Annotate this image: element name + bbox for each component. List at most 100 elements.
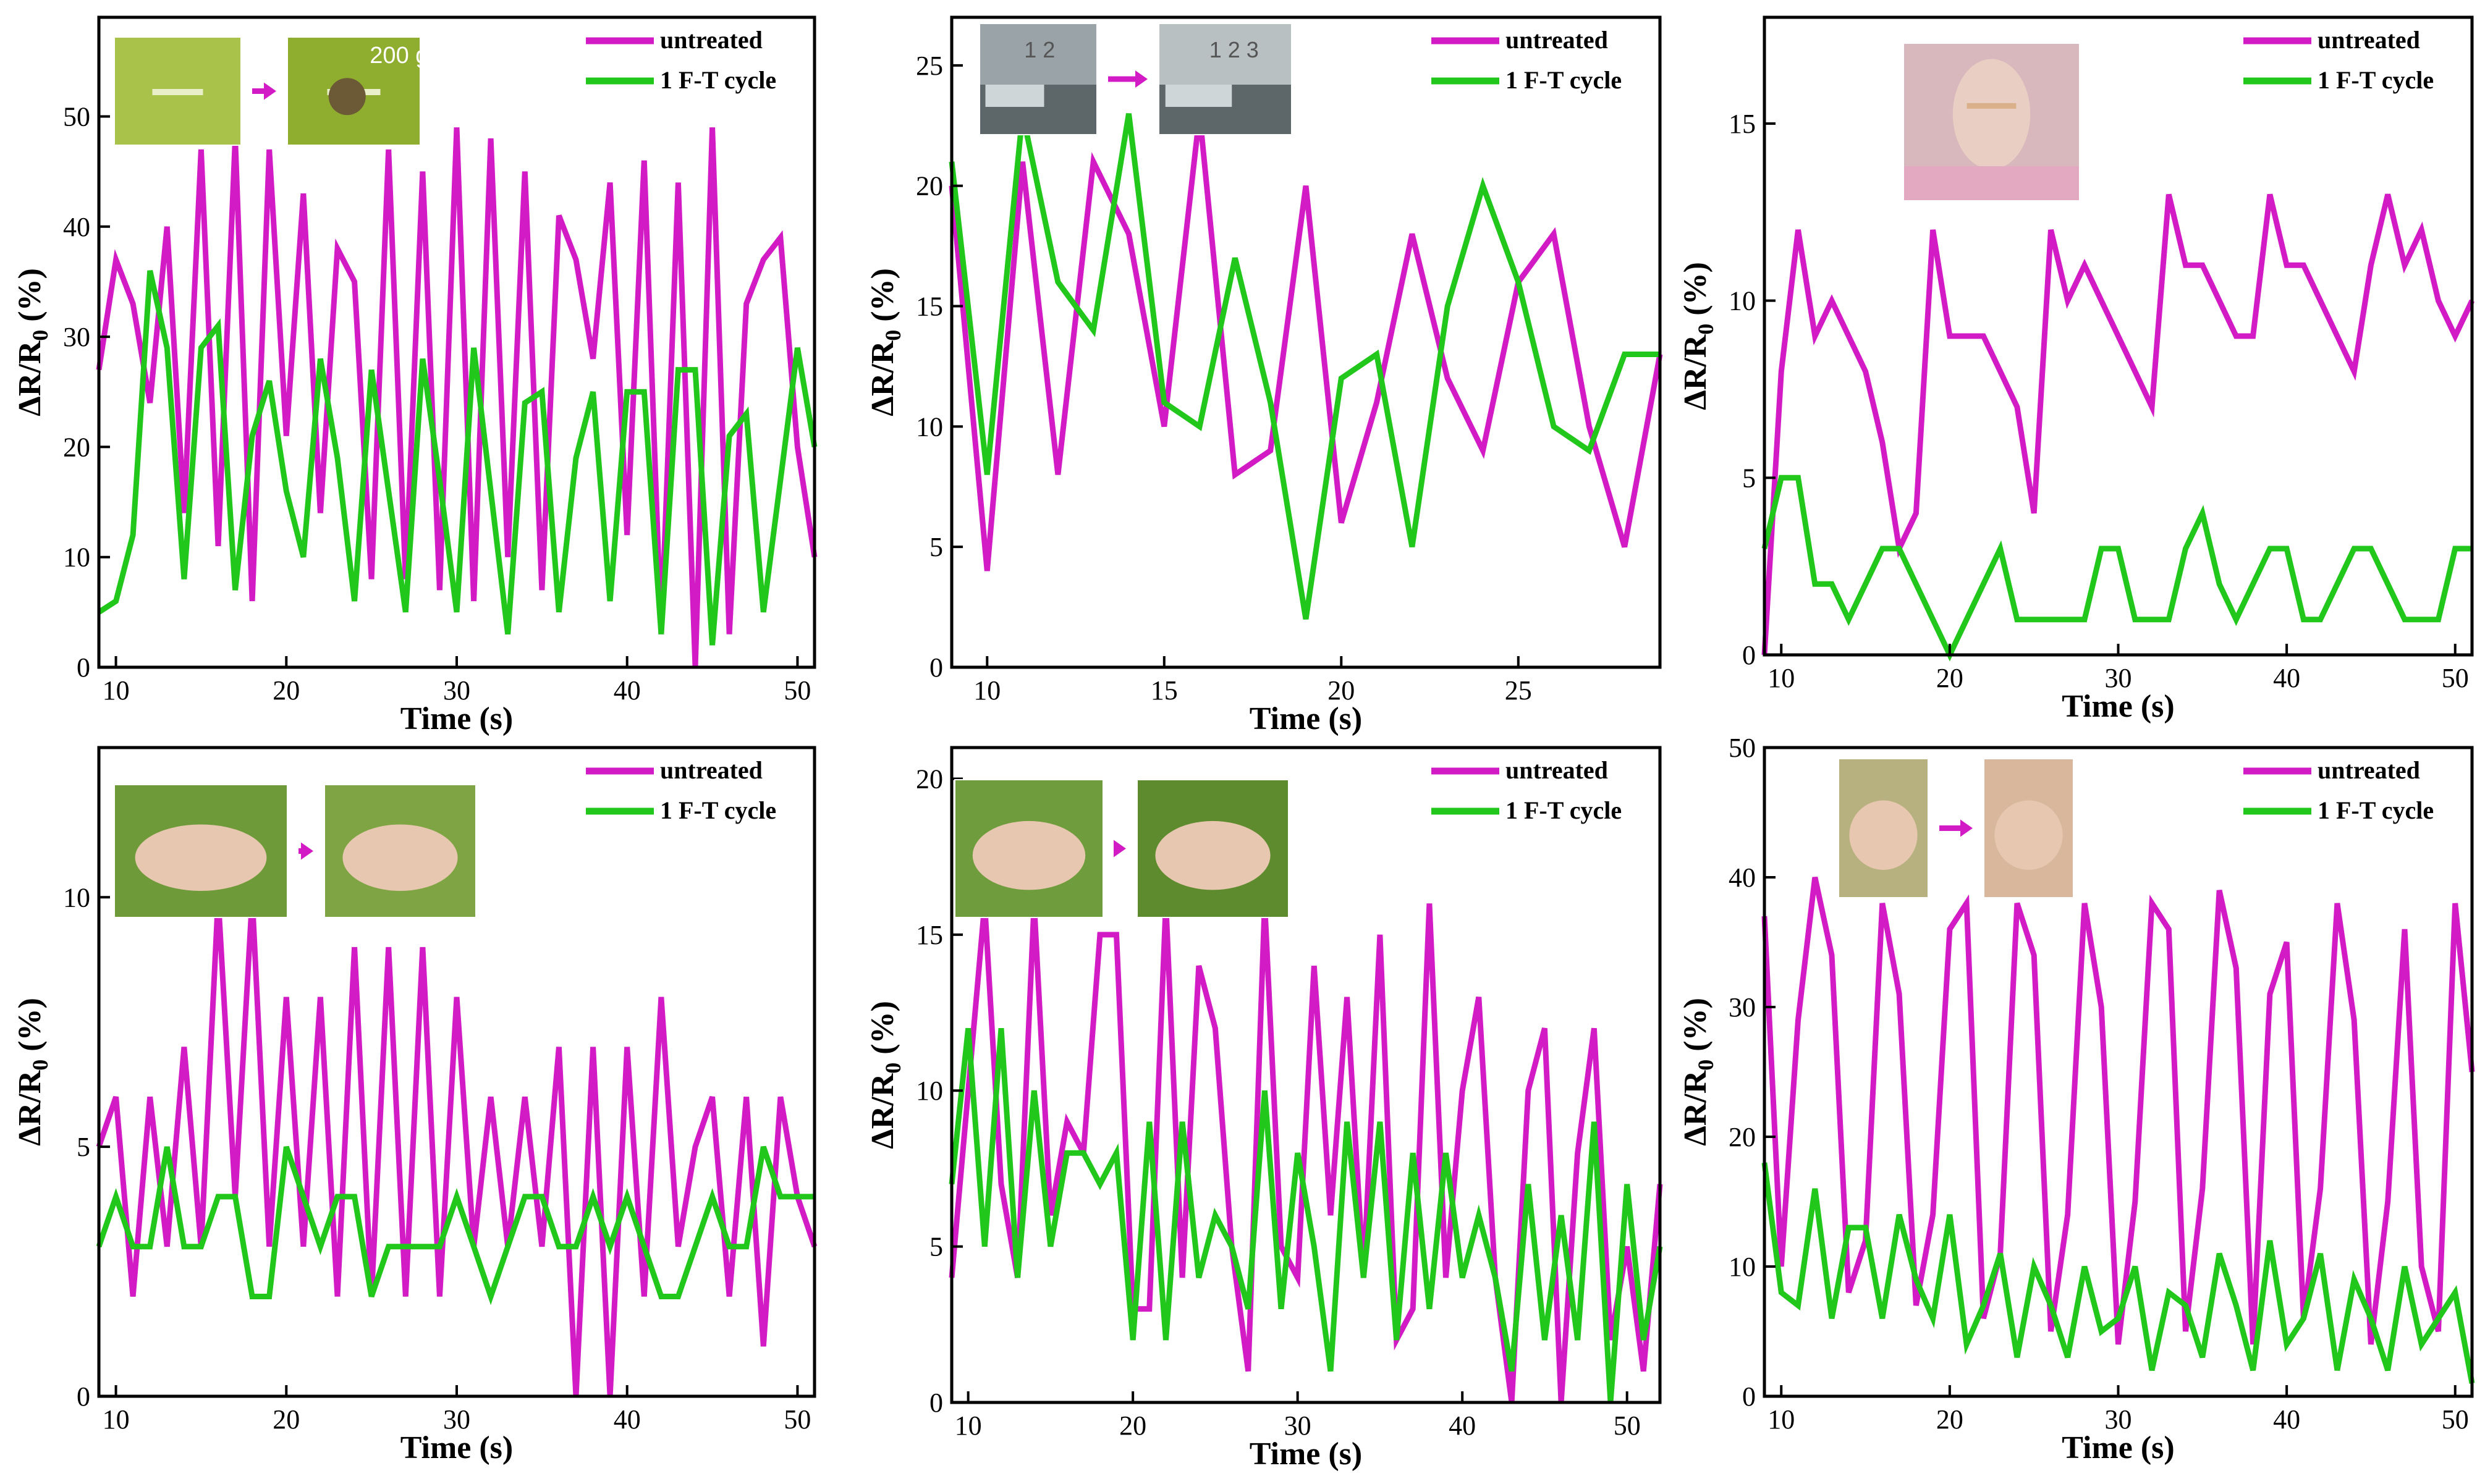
y-tick-label: 50 — [63, 101, 90, 132]
legend-label-untreated: untreated — [2318, 26, 2420, 54]
sensor-strip — [1966, 103, 2017, 109]
legend-label-ft-cycle: 1 F-T cycle — [2318, 66, 2434, 94]
weight-label: 200 g — [370, 43, 428, 69]
inset-photo: 1 2 3 — [1158, 23, 1292, 135]
x-tick-label: 20 — [1327, 675, 1355, 706]
y-tick-label: 20 — [1729, 1122, 1756, 1152]
legend-label-ft-cycle: 1 F-T cycle — [660, 796, 776, 824]
y-axis-label: ΔR/R0 (%) — [12, 268, 53, 416]
series-line-ft-cycle — [97, 270, 818, 646]
y-axis-label-main: ΔR/R — [865, 340, 900, 416]
y-axis-label-unit: (%) — [865, 1001, 900, 1063]
x-tick-label: 10 — [1767, 1404, 1795, 1435]
arrow-head — [264, 82, 276, 100]
series-line-untreated — [949, 113, 1663, 571]
inset-photo — [114, 784, 288, 918]
x-tick-label: 30 — [443, 675, 470, 706]
series-line-untreated — [1761, 877, 2475, 1345]
legend-label-untreated: untreated — [1505, 756, 1608, 784]
fixture-marks: 1 2 — [1024, 37, 1055, 62]
legend-label-untreated: untreated — [660, 26, 763, 54]
inset-photo — [954, 779, 1104, 918]
y-tick-label: 15 — [1729, 109, 1756, 139]
x-tick-label: 40 — [2273, 1404, 2300, 1435]
y-tick-label: 5 — [77, 1132, 90, 1162]
arrow-head — [301, 842, 313, 860]
limb-shape — [1155, 820, 1271, 890]
y-axis-label-main: ΔR/R — [1678, 1069, 1713, 1146]
y-tick-label: 5 — [929, 1232, 943, 1262]
y-tick-label: 20 — [916, 171, 943, 201]
inset-photo — [1983, 758, 2074, 898]
inset-photo-border — [114, 784, 288, 918]
legend-label-ft-cycle: 1 F-T cycle — [1505, 66, 1622, 94]
y-axis-label-subscript: 0 — [881, 330, 905, 341]
y-tick-label: 5 — [929, 532, 943, 562]
x-tick-label: 25 — [1505, 675, 1532, 706]
y-tick-label: 10 — [916, 411, 943, 442]
inset-photo — [1137, 779, 1289, 918]
legend-label-ft-cycle: 1 F-T cycle — [2318, 796, 2434, 824]
y-tick-label: 5 — [1742, 463, 1756, 493]
y-tick-label: 0 — [1742, 640, 1756, 670]
x-tick-label: 10 — [103, 675, 130, 706]
limb-shape — [135, 824, 267, 891]
y-axis-label-unit: (%) — [12, 268, 48, 330]
plot-frame — [950, 15, 1662, 669]
inset-photo-border — [287, 36, 421, 146]
x-tick-label: 40 — [1449, 1410, 1476, 1441]
legend-label-ft-cycle: 1 F-T cycle — [660, 66, 776, 94]
inset-photo: 1 2 — [979, 23, 1098, 135]
limb-shape — [1849, 800, 1918, 870]
y-axis-label-unit: (%) — [1678, 262, 1713, 324]
series-line-ft-cycle — [949, 1027, 1663, 1403]
y-axis-label-unit: (%) — [1678, 998, 1713, 1060]
y-tick-label: 50 — [1729, 733, 1756, 763]
y-tick-label: 40 — [63, 212, 90, 242]
y-tick-label: 0 — [929, 652, 943, 683]
limb-shape — [342, 824, 458, 891]
x-tick-label: 50 — [2442, 663, 2469, 693]
y-tick-label: 20 — [63, 432, 90, 462]
inset-photo — [1838, 758, 1929, 898]
x-tick-label: 15 — [1151, 675, 1178, 706]
x-axis-label: Time (s) — [2062, 689, 2174, 724]
x-tick-label: 40 — [614, 675, 641, 706]
y-tick-label: 10 — [916, 1076, 943, 1106]
plot-frame — [950, 746, 1662, 1404]
inset-photo-border — [1158, 23, 1292, 135]
y-axis-label-main: ΔR/R — [12, 340, 48, 416]
y-axis-label: ΔR/R0 (%) — [1678, 998, 1718, 1146]
gel-sample — [985, 85, 1044, 107]
inset-photo-border — [114, 36, 242, 146]
x-tick-label: 50 — [784, 675, 811, 706]
y-tick-label: 30 — [1729, 992, 1756, 1022]
series-line-untreated — [1761, 193, 2475, 656]
fixture-marks: 1 2 3 — [1209, 37, 1259, 62]
y-axis-label-subscript: 0 — [1693, 324, 1718, 335]
y-axis-label-subscript: 0 — [881, 1063, 905, 1074]
x-tick-label: 40 — [614, 1404, 641, 1435]
arrow-head — [1114, 840, 1126, 858]
y-axis-label-main: ΔR/R — [865, 1073, 900, 1149]
series-line-ft-cycle — [1761, 474, 2472, 662]
inset-photo-border — [1137, 779, 1289, 918]
legend-label-untreated: untreated — [1505, 26, 1608, 54]
inset-photo: 200 g — [287, 36, 428, 146]
x-axis-label: Time (s) — [1250, 1436, 1362, 1472]
y-axis-label: ΔR/R0 (%) — [865, 1001, 905, 1149]
y-axis-label-unit: (%) — [865, 268, 900, 330]
x-tick-label: 50 — [784, 1404, 811, 1435]
x-tick-label: 30 — [2105, 1404, 2132, 1435]
legend-label-untreated: untreated — [2318, 756, 2420, 784]
weight — [328, 78, 366, 116]
x-tick-label: 50 — [1614, 1410, 1641, 1441]
y-tick-label: 10 — [1729, 1252, 1756, 1282]
y-axis-label-subscript: 0 — [28, 330, 53, 341]
y-axis-label-subscript: 0 — [1693, 1060, 1718, 1071]
y-tick-label: 30 — [63, 322, 90, 352]
x-axis-label: Time (s) — [400, 701, 513, 736]
